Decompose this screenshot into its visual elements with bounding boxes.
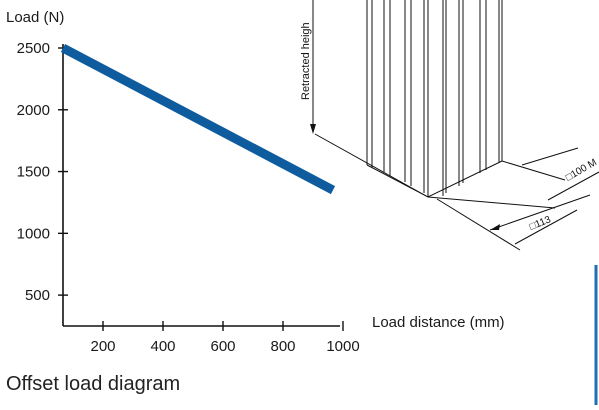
height-dimension-label: Retracted heigh [300, 22, 312, 100]
x-tick-label: 800 [270, 338, 295, 355]
x-tick-label: 1000 [326, 338, 359, 355]
height-dimension-arrow [310, 124, 316, 134]
series-group [60, 44, 336, 195]
dimension-113: □113 [489, 194, 591, 245]
x-tick-label: 600 [210, 338, 235, 355]
y-tick-label: 1000 [17, 225, 50, 242]
y-tick-label: 2000 [17, 102, 50, 119]
x-axis-label: Load distance (mm) [372, 314, 505, 331]
svg-text:Retracted heigh: Retracted heigh [300, 22, 312, 100]
base-plate [314, 133, 579, 251]
y-axis-label: Load (N) [6, 9, 64, 26]
figure-caption: Offset load diagram [6, 373, 181, 395]
x-tick-label: 200 [90, 338, 115, 355]
offset-load-chart: Load (N) Load distance (mm) 500 1000 1500 2… [6, 9, 505, 355]
column-profile [366, 0, 503, 198]
actuator-drawing: Retracted heigh [300, 0, 599, 405]
y-tick-label: 1500 [17, 164, 50, 181]
x-tick-group: 200 400 600 800 1000 [90, 321, 360, 355]
y-tick-label: 500 [25, 287, 50, 304]
dimension-100: □100 M [547, 157, 599, 201]
y-tick-group: 500 1000 1500 2000 2500 [17, 40, 68, 304]
x-tick-label: 400 [150, 338, 175, 355]
series-line [60, 44, 336, 195]
svg-text:□100 M: □100 M [564, 157, 599, 183]
y-tick-label: 2500 [17, 40, 50, 57]
